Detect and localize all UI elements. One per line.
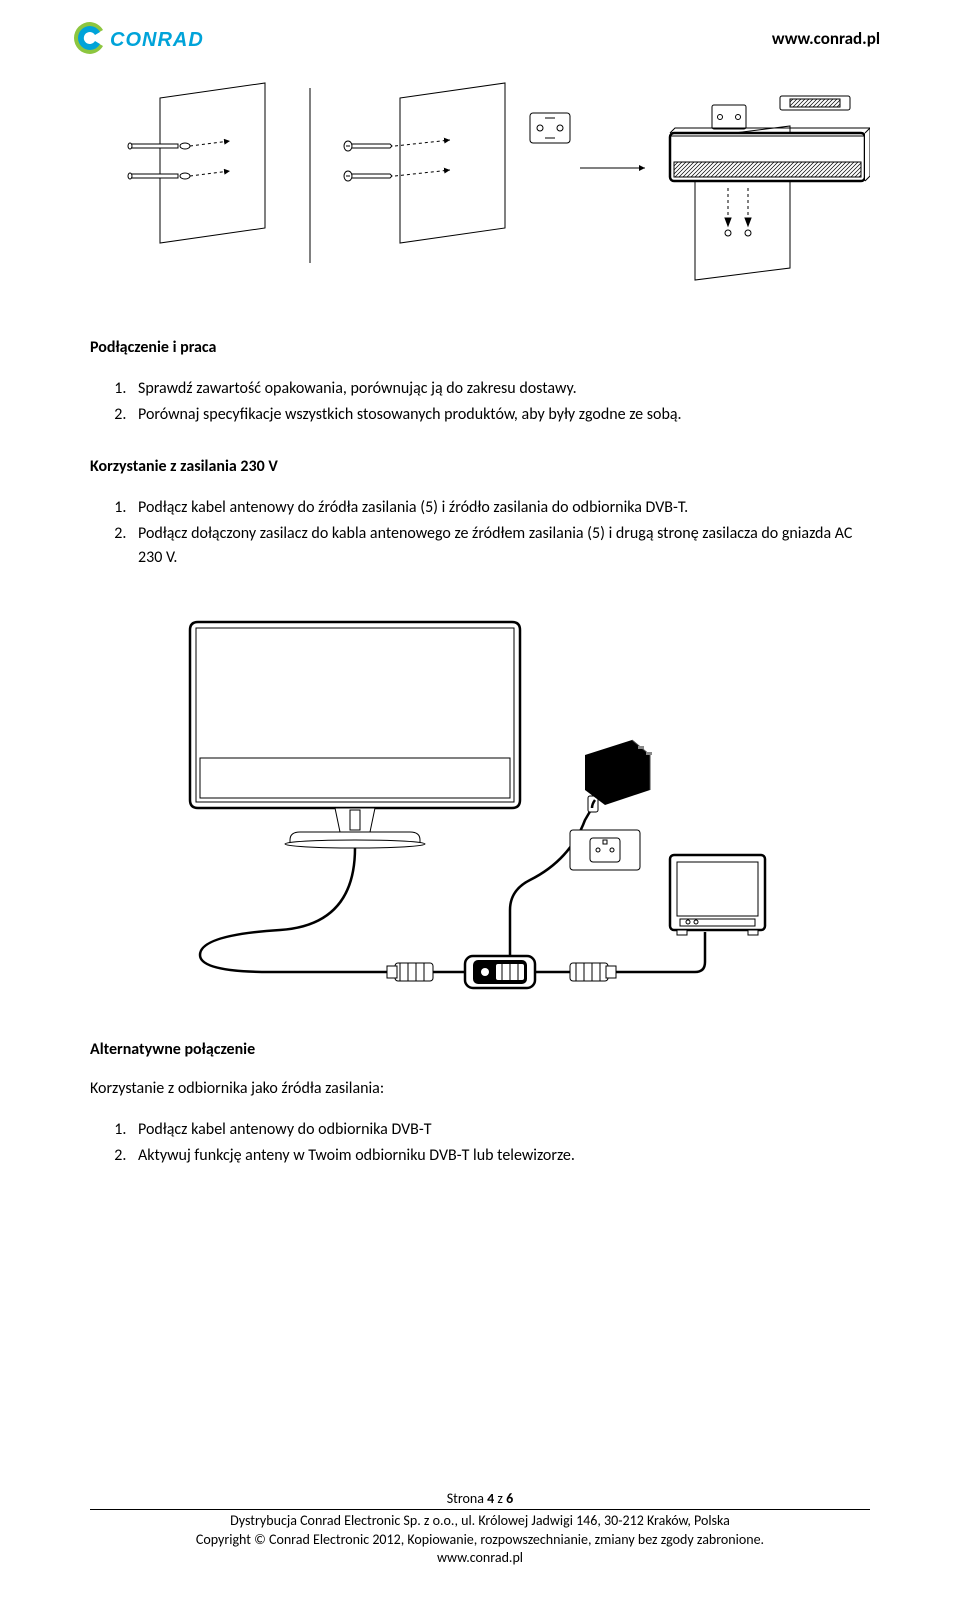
footer-text: Dystrybucja Conrad Electronic Sp. z o.o.… [0, 1510, 960, 1567]
section2-heading: Korzystanie z zasilania 230 V [90, 457, 870, 476]
page-number: Strona 4 z 6 [0, 1490, 960, 1507]
page-footer: Strona 4 z 6 Dystrybucja Conrad Electron… [0, 1490, 960, 1567]
list-item: Podłącz kabel antenowy do źródła zasilan… [130, 496, 870, 520]
footer-line2: Copyright © Conrad Electronic 2012, Kopi… [90, 1531, 870, 1549]
footer-line1: Dystrybucja Conrad Electronic Sp. z o.o.… [90, 1512, 870, 1530]
list-item: Podłącz kabel antenowy do odbiornika DVB… [130, 1118, 870, 1142]
section2-list: Podłącz kabel antenowy do źródła zasilan… [90, 496, 870, 570]
footer-line3: www.conrad.pl [90, 1549, 870, 1567]
conrad-logo: CONRAD [70, 18, 240, 58]
list-item: Sprawdź zawartość opakowania, porównując… [130, 377, 870, 401]
page-label-prefix: Strona [447, 1490, 487, 1507]
section1-list: Sprawdź zawartość opakowania, porównując… [90, 377, 870, 427]
section3-list: Podłącz kabel antenowy do odbiornika DVB… [90, 1118, 870, 1168]
page-sep: z [494, 1490, 506, 1507]
page-content: Podłączenie i praca Sprawdź zawartość op… [0, 58, 960, 1168]
section3-subheading: Korzystanie z odbiornika jako źródła zas… [90, 1079, 870, 1098]
mounting-diagram [90, 78, 870, 298]
section1-heading: Podłączenie i praca [90, 338, 870, 357]
section3-heading: Alternatywne połączenie [90, 1040, 870, 1059]
list-item: Aktywuj funkcję anteny w Twoim odbiornik… [130, 1144, 870, 1168]
svg-text:CONRAD: CONRAD [110, 29, 204, 51]
page-total: 6 [506, 1490, 513, 1507]
header-url: www.conrad.pl [772, 28, 880, 49]
list-item: Porównaj specyfikacje wszystkich stosowa… [130, 403, 870, 427]
tv-connection-diagram [90, 600, 870, 990]
page-header: CONRAD www.conrad.pl [0, 0, 960, 58]
list-item: Podłącz dołączony zasilacz do kabla ante… [130, 522, 870, 570]
